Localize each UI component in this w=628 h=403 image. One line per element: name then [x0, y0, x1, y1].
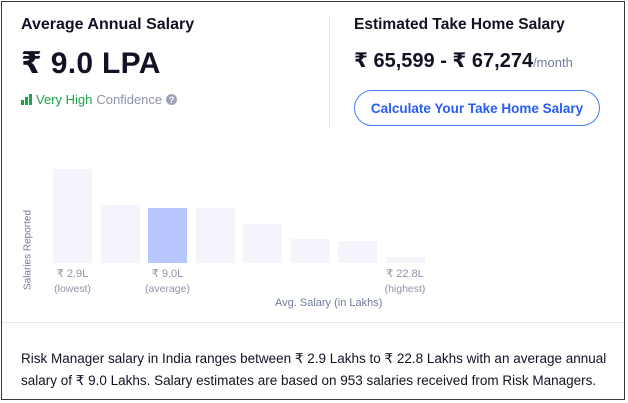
take-home-amount: ₹ 65,599 - ₹ 67,274	[354, 50, 534, 72]
chart-x-axis-label: Avg. Salary (in Lakhs)	[275, 297, 383, 309]
chart-y-axis-label: Salaries Reported	[22, 209, 34, 291]
chart-bar	[385, 257, 425, 263]
horizontal-divider	[2, 322, 624, 323]
chart-tick-value: ₹ 2.9L	[56, 268, 89, 280]
calculate-take-home-button[interactable]: Calculate Your Take Home Salary	[354, 90, 600, 126]
chart-bar	[148, 208, 187, 263]
take-home-title: Estimated Take Home Salary	[354, 16, 565, 33]
confidence-label: Confidence	[96, 92, 163, 107]
confidence-indicator: Very High Confidence ?	[21, 92, 178, 107]
chart-bar	[243, 223, 282, 263]
chart-bar	[53, 169, 92, 263]
chart-bar	[100, 204, 140, 263]
average-salary-title: Average Annual Salary	[21, 16, 195, 33]
average-salary-value: ₹ 9.0 LPA	[21, 47, 161, 80]
signal-bars-icon	[21, 94, 32, 105]
chart-bar	[338, 241, 377, 263]
take-home-range: ₹ 65,599 - ₹ 67,274/month	[354, 48, 573, 73]
chart-tick-label: ₹ 9.0L (average)	[145, 267, 190, 295]
chart-bar	[195, 208, 235, 263]
chart-tick-value: ₹ 22.8L	[386, 268, 424, 280]
chart-tick-note: (highest)	[384, 283, 426, 295]
chart-bar	[290, 238, 330, 263]
vertical-divider	[329, 16, 330, 128]
help-icon[interactable]: ?	[166, 94, 178, 105]
salary-description: Risk Manager salary in India ranges betw…	[21, 351, 607, 388]
chart-tick-label: ₹ 2.9L (lowest)	[54, 267, 91, 295]
salary-distribution-chart: Salaries Reported Avg. Salary (in Lakhs)…	[2, 152, 626, 312]
take-home-period: /month	[533, 55, 573, 70]
confidence-level: Very High	[36, 92, 93, 107]
take-home-section: Estimated Take Home Salary ₹ 65,599 - ₹ …	[354, 16, 614, 126]
chart-tick-label: ₹ 22.8L (highest)	[385, 267, 426, 295]
chart-tick-value: ₹ 9.0L	[151, 268, 184, 280]
chart-tick-note: (lowest)	[54, 283, 91, 295]
average-salary-section: Average Annual Salary ₹ 9.0 LPA Very Hig…	[21, 16, 195, 107]
chart-tick-note: (average)	[145, 283, 190, 295]
